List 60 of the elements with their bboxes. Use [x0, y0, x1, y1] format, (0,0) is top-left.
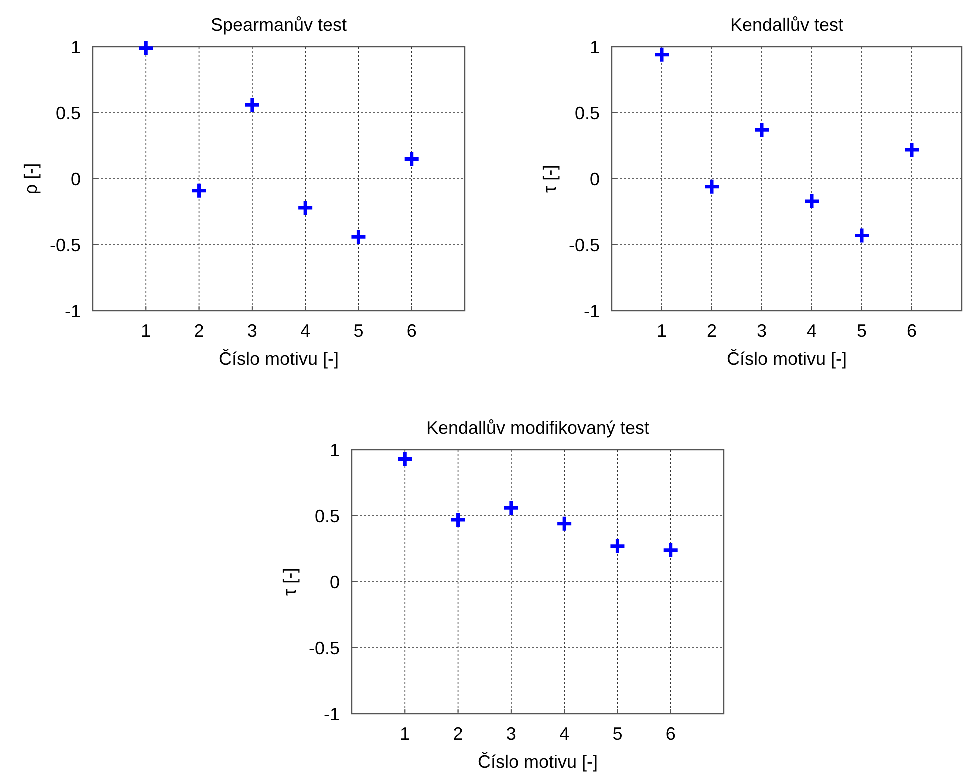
- y-tick-label: 1: [70, 37, 81, 58]
- x-tick-label: 2: [706, 321, 718, 341]
- y-tick-label: -0.5: [568, 235, 600, 256]
- point: [608, 538, 626, 556]
- point: [296, 199, 314, 217]
- x-tick-label: 4: [300, 321, 311, 341]
- y-tick-label: -1: [64, 301, 81, 322]
- x-tick-label: 3: [756, 321, 768, 341]
- y-axis-title: τ [-]: [540, 164, 560, 194]
- x-axis-title: Číslo motivu [-]: [218, 349, 340, 369]
- x-tick-label: 4: [806, 321, 818, 341]
- y-tick-label: -0.5: [308, 638, 340, 658]
- point: [662, 542, 680, 560]
- point: [753, 121, 771, 139]
- point: [653, 46, 671, 64]
- y-tick-label: -1: [324, 704, 340, 724]
- y-tick-label: -0.5: [50, 235, 81, 256]
- x-tick-label: 5: [354, 321, 364, 341]
- point: [137, 40, 155, 58]
- x-tick-label: 5: [612, 724, 623, 744]
- x-tick-label: 1: [656, 321, 668, 341]
- x-axis-title: Číslo motivu [-]: [726, 349, 848, 369]
- x-tick-label: 2: [194, 321, 204, 341]
- x-tick-label: 4: [560, 724, 570, 744]
- y-tick-label: 0: [70, 169, 81, 190]
- y-tick-label: 1: [330, 440, 340, 460]
- x-tick-label: 5: [856, 321, 868, 341]
- x-tick-label: 1: [400, 724, 410, 744]
- chart-title: Kendallův modifikovaný test: [426, 418, 650, 438]
- x-tick-label: 6: [906, 321, 918, 341]
- x-tick-label: 3: [506, 724, 516, 744]
- x-tick-label: 6: [666, 724, 676, 744]
- y-tick-label: 1: [590, 37, 600, 58]
- x-tick-label: 2: [453, 724, 464, 744]
- point: [853, 227, 871, 245]
- point: [502, 499, 520, 517]
- point: [403, 150, 421, 168]
- y-tick-label: 0: [330, 572, 340, 592]
- y-tick-label: 0: [590, 169, 600, 190]
- x-tick-label: 1: [141, 321, 152, 341]
- y-axis-title: ρ [-]: [21, 163, 41, 195]
- x-tick-label: 6: [406, 321, 417, 341]
- point: [803, 192, 821, 210]
- point: [450, 511, 468, 529]
- y-tick-label: 0.5: [574, 103, 600, 124]
- point: [190, 182, 208, 200]
- point: [350, 228, 368, 246]
- y-tick-label: 0.5: [314, 506, 340, 526]
- chart-title: Kendallův test: [730, 15, 844, 35]
- y-axis-title: τ [-]: [280, 568, 300, 596]
- y-tick-label: 0.5: [56, 103, 81, 124]
- x-axis-title: Číslo motivu [-]: [478, 752, 598, 772]
- point: [244, 96, 262, 114]
- x-tick-label: 3: [247, 321, 258, 341]
- point: [396, 450, 414, 468]
- chart-title: Spearmanův test: [210, 15, 348, 35]
- point: [903, 141, 921, 159]
- point: [703, 178, 721, 196]
- point: [556, 515, 574, 533]
- y-tick-label: -1: [584, 301, 600, 322]
